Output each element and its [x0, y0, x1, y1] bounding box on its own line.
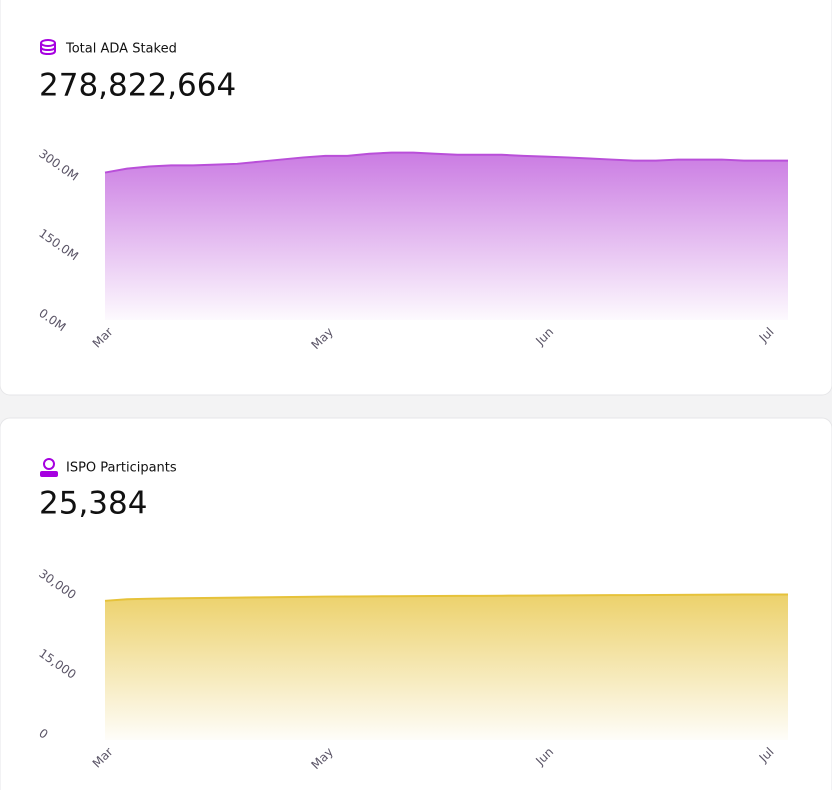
user-icon — [40, 458, 58, 477]
area-fill — [105, 594, 788, 740]
chart-title: Total ADA Staked — [65, 42, 177, 57]
area-line — [104, 593, 789, 602]
headline-value: 278,822,664 — [39, 68, 236, 104]
headline-value: 25,384 — [39, 486, 147, 522]
chart-title: ISPO Participants — [66, 461, 177, 476]
area-line — [104, 151, 788, 174]
coins-icon — [40, 39, 56, 56]
area-fill — [105, 152, 788, 320]
